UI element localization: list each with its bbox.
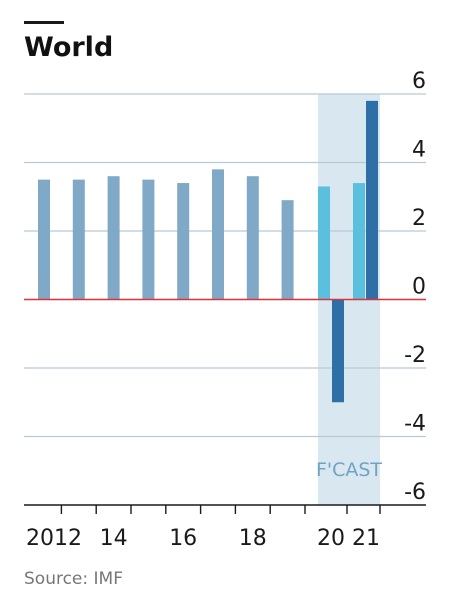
bar-2019-actual — [281, 200, 294, 300]
x-axis-ticks — [60, 505, 381, 514]
bar-2017-actual — [212, 169, 224, 300]
x-tick-label: 14 — [100, 526, 128, 551]
x-tick-label: 18 — [239, 526, 267, 551]
chart-title: World — [24, 32, 113, 63]
y-axis-labels: 6 4 2 0 -2 -4 -6 — [404, 69, 426, 505]
bar-2013-actual — [72, 179, 85, 300]
bar-2016-actual — [177, 183, 190, 300]
source-note: Source: IMF — [24, 569, 123, 589]
bar-2020-forecast-pre — [318, 186, 330, 300]
y-tick-label: 2 — [412, 206, 426, 231]
bar-2020-forecast-latest — [332, 299, 344, 403]
y-tick-label: -2 — [404, 343, 426, 368]
bar-2018-actual — [246, 176, 259, 300]
bar-2021-forecast-pre — [353, 183, 365, 300]
y-tick-label: -4 — [404, 412, 426, 437]
bar-2015-actual — [142, 179, 155, 300]
x-tick-label: 20 — [317, 526, 345, 551]
y-tick-label: -6 — [404, 480, 426, 505]
bar-2021-forecast-latest — [366, 100, 378, 300]
title-rule — [24, 21, 64, 24]
x-axis-labels: 2012 14 16 18 20 21 — [26, 526, 380, 551]
forecast-label: F'CAST — [316, 459, 382, 481]
y-tick-label: 0 — [412, 275, 426, 300]
bar-2014-actual — [107, 176, 120, 300]
bar-2012-actual — [38, 179, 50, 300]
y-tick-label: 6 — [412, 69, 426, 94]
y-tick-label: 4 — [412, 138, 426, 163]
x-tick-label: 21 — [352, 526, 380, 551]
x-tick-label: 2012 — [26, 526, 82, 551]
bars — [38, 100, 378, 403]
x-tick-label: 16 — [169, 526, 197, 551]
